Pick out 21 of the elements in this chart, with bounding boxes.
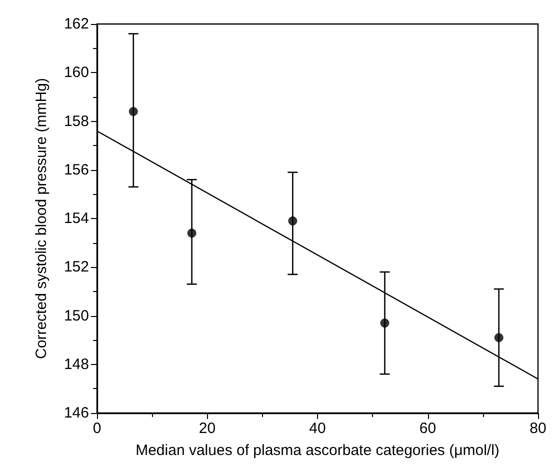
point [128, 107, 138, 116]
x-tick-label: 20 [198, 420, 216, 437]
x-tick-label: 80 [530, 420, 546, 437]
y-tick-label: 156 [64, 161, 89, 178]
y-tick-label: 154 [64, 210, 89, 227]
y-tick-label: 162 [64, 16, 89, 32]
y-tick-label: 158 [64, 112, 89, 130]
point [288, 216, 298, 226]
y-axis-title: Corrected systolic blood pressure (mmHg) [33, 78, 50, 359]
y-tick-label: 150 [64, 307, 89, 324]
x-tick-label: 0 [92, 420, 102, 437]
y-tick-label: 148 [64, 356, 89, 373]
point [380, 318, 390, 328]
x-tick-label: 40 [309, 420, 326, 437]
x-tick-label: 60 [419, 420, 436, 437]
y-tick-label: 152 [64, 258, 89, 276]
point [494, 333, 504, 342]
y-tick-label: 146 [64, 404, 89, 422]
y-tick-label: 160 [64, 64, 89, 82]
x-axis-title: Median values of plasma ascorbate categories (μmol/l) [136, 442, 500, 459]
point [187, 228, 196, 238]
